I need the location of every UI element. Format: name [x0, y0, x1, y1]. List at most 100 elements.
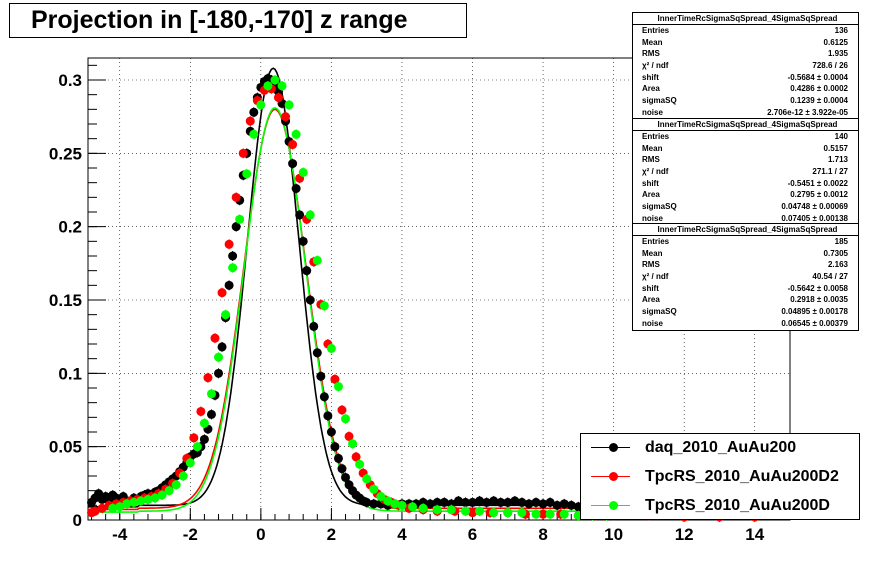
data-point [228, 251, 238, 261]
stats-row: Entries 140 [633, 131, 858, 143]
stats-label: sigmaSQ [642, 96, 677, 106]
data-point [337, 464, 347, 474]
data-point [281, 112, 291, 122]
data-point [496, 497, 506, 507]
stats-row: Mean 0.6125 [633, 37, 858, 49]
y-tick-label: 0.15 [49, 291, 82, 310]
data-point [206, 409, 216, 419]
stats-value: 0.7305 [823, 248, 848, 258]
stats-label: noise [642, 107, 663, 117]
data-point [203, 373, 213, 383]
data-point [242, 169, 252, 179]
stats-row: shift -0.5451 ± 0.0022 [633, 178, 858, 190]
data-point [538, 509, 548, 519]
x-tick-label: 6 [468, 525, 477, 544]
data-point [305, 210, 315, 220]
data-point [115, 502, 125, 512]
data-point [185, 458, 195, 468]
stats-value: 0.5157 [823, 143, 848, 153]
stats-value: 2.163 [827, 260, 848, 270]
stats-row: χ² / ndf 40.54 / 27 [633, 271, 858, 283]
stats-value: 0.6125 [823, 37, 848, 47]
data-point [224, 280, 234, 290]
data-point [302, 266, 312, 276]
y-tick-label: 0.2 [58, 218, 82, 237]
data-point [231, 192, 241, 202]
data-point [453, 496, 463, 506]
data-point [524, 499, 534, 509]
data-point [383, 496, 393, 506]
data-point [288, 159, 298, 169]
data-point [178, 471, 188, 481]
data-point [210, 333, 220, 343]
chart-title: Projection in [-180,-170] z range [9, 3, 467, 38]
stats-label: Area [642, 190, 660, 200]
data-point [305, 295, 315, 305]
data-point [199, 418, 209, 428]
data-point [510, 496, 520, 506]
stats-box: InnerTimeRcSigmaSqSpread_4SigmaSqSpread E… [632, 223, 859, 331]
data-point [157, 490, 167, 500]
legend-marker-icon [581, 434, 636, 462]
stats-row: χ² / ndf 271.1 / 27 [633, 166, 858, 178]
data-point [206, 389, 216, 399]
x-tick-label: 2 [327, 525, 336, 544]
data-point [326, 427, 336, 437]
stats-title: InnerTimeRcSigmaSqSpread_4SigmaSqSpread [633, 119, 858, 131]
data-point [341, 414, 351, 424]
data-point [460, 506, 470, 516]
data-point [446, 505, 456, 515]
stats-label: RMS [642, 260, 660, 270]
data-point [97, 503, 107, 513]
data-point [362, 474, 372, 484]
data-point [249, 129, 259, 139]
stats-value: -0.5684 ± 0.0004 [787, 72, 848, 82]
stats-row: Entries 136 [633, 25, 858, 37]
stats-label: Area [642, 295, 660, 305]
stats-row: Area 0.4286 ± 0.0002 [633, 83, 858, 95]
data-point [214, 368, 224, 378]
data-point [439, 497, 449, 507]
stats-value: 1.713 [827, 155, 848, 165]
data-point [256, 100, 266, 110]
stats-row: shift -0.5684 ± 0.0004 [633, 72, 858, 84]
stats-value: -0.5451 ± 0.0022 [787, 178, 848, 188]
data-point [288, 140, 298, 150]
data-point [468, 497, 478, 507]
y-tick-label: 0.1 [58, 364, 82, 383]
stats-value: 0.04748 ± 0.00069 [781, 202, 848, 212]
stats-value: 40.54 / 27 [812, 272, 848, 282]
data-point [316, 371, 326, 381]
x-tick-label: 0 [256, 525, 265, 544]
legend-label: daq_2010_AuAu200 [645, 439, 797, 456]
data-point [171, 480, 181, 490]
stats-row: sigmaSQ 0.1239 ± 0.0004 [633, 95, 858, 107]
legend-item-tpcrs-d2: TpcRS_2010_AuAu200D2 [581, 463, 859, 491]
stats-label: Mean [642, 248, 663, 258]
data-point [291, 184, 301, 194]
data-point [475, 506, 485, 516]
data-point [298, 167, 308, 177]
legend-marker-icon [581, 463, 636, 491]
data-point [263, 81, 273, 91]
data-point [217, 342, 227, 352]
data-point [228, 263, 238, 273]
x-tick-label: 4 [397, 525, 407, 544]
data-point [108, 503, 118, 513]
data-point [323, 411, 333, 421]
data-point [221, 310, 231, 320]
data-point [273, 93, 283, 103]
stats-value: 0.06545 ± 0.00379 [781, 318, 848, 328]
data-point [538, 499, 548, 509]
data-point [545, 509, 555, 519]
stats-value: 271.1 / 27 [812, 167, 848, 177]
data-point [330, 374, 340, 384]
data-point [189, 433, 199, 443]
stats-value: 0.4286 ± 0.0002 [790, 84, 848, 94]
y-tick-label: 0.25 [49, 144, 82, 163]
data-point [319, 301, 329, 311]
data-point [164, 486, 174, 496]
stats-value: 0.07405 ± 0.00138 [781, 213, 848, 223]
x-tick-label: -4 [112, 525, 128, 544]
data-point [333, 382, 343, 392]
